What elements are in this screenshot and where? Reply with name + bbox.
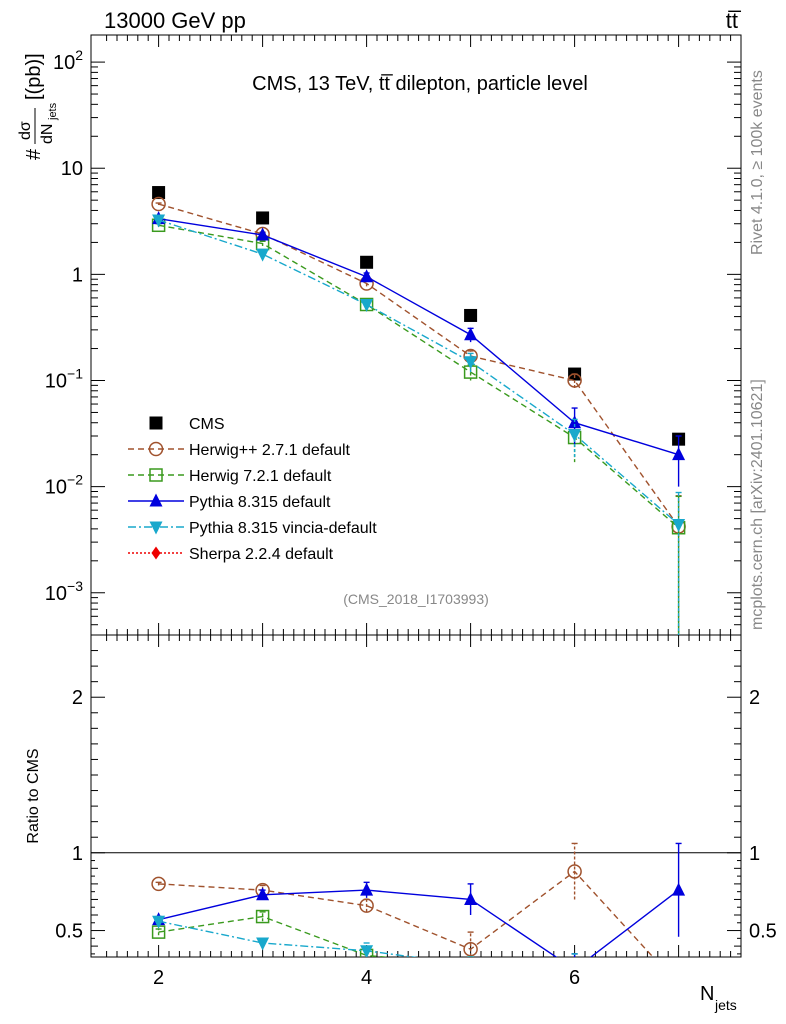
ratio-point-pythia-8-315-vincia-default (152, 915, 166, 929)
main-plot-title: CMS, 13 TeV, tt̅ dilepton, particle leve… (252, 73, 588, 95)
ratio-plot-frame (90, 634, 742, 958)
process-label: tt̅ (726, 8, 742, 33)
energy-label: 13000 GeV pp (104, 8, 246, 33)
legend-label: Pythia 8.315 vincia-default (189, 520, 377, 537)
ratio-point-pythia-8-315-default (360, 882, 374, 896)
ratio-point-herwig-7-2-1-default (673, 979, 685, 991)
main-point-pythia-8-315-default (464, 327, 478, 341)
legend-marker (151, 546, 161, 560)
main-line-pythia-8-315-default (158, 217, 679, 456)
main-point-cms (256, 211, 270, 225)
legend-label: Herwig++ 2.7.1 default (189, 442, 351, 459)
main-point-pythia-8-315-default (360, 269, 374, 283)
ratio-point-herwig-2-7-1-default (359, 898, 374, 913)
svg-text:dσ: dσ (17, 121, 34, 140)
legend-label: Pythia 8.315 default (189, 494, 331, 511)
legend-label: CMS (189, 416, 225, 433)
main-point-herwig-2-7-1-default (567, 373, 582, 388)
legend-marker (149, 493, 163, 507)
ratio-line-pythia-8-315-default (158, 889, 680, 957)
main-point-pythia-8-315-vincia-default (152, 214, 166, 228)
rivet-label: Rivet 4.1.0, ≥ 100k events (749, 70, 766, 255)
legend-item: Herwig++ 2.7.1 default (128, 441, 351, 459)
main-line-herwig-2-7-1-default (158, 203, 680, 528)
main-point-pythia-8-315-vincia-default (256, 248, 270, 262)
ratio-point-pythia-8-315-default (256, 887, 270, 901)
ratio-point-herwig-2-7-1-default (151, 876, 166, 892)
y-tick-label: 1 (72, 264, 83, 286)
legend: CMS Herwig++ 2.7.1 default Herwig 7.2.1 de… (128, 416, 377, 563)
ratio-point-pythia-8-315-default (464, 891, 478, 905)
legend-item: Herwig 7.2.1 default (128, 468, 332, 485)
ratio-y-tick-label: 1 (72, 843, 83, 865)
main-line-herwig-7-2-1-default (158, 224, 680, 529)
ratio-point-pythia-8-315-vincia-default (672, 980, 685, 993)
x-axis-label: N jets (700, 983, 737, 1013)
main-y-axis-label: # dσ dN jets [(pb)] (17, 53, 59, 160)
legend-marker (149, 416, 163, 430)
y-tick-label: 102 (53, 47, 83, 74)
legend-item: CMS (149, 416, 225, 433)
main-point-pythia-8-315-vincia-default (568, 428, 582, 442)
ratio-series-herwig-2-7-1-default (151, 842, 685, 992)
main-point-herwig-2-7-1-default (151, 196, 166, 212)
main-line-pythia-8-315-vincia-default (158, 219, 680, 526)
x-tick-label: 2 (153, 967, 164, 989)
ratio-point-pythia-8-315-vincia-default (360, 945, 374, 957)
ratio-point-herwig-2-7-1-default (463, 941, 478, 957)
ratio-y-tick-label: 1 (749, 843, 760, 865)
main-point-pythia-8-315-default (672, 447, 686, 461)
y-tick-label: 10−3 (45, 578, 83, 605)
main-series-herwig-7-2-1-default (151, 218, 686, 635)
legend-marker (149, 468, 163, 482)
ratio-y-tick-label: 2 (749, 687, 760, 709)
main-point-cms (152, 186, 166, 200)
ratio-line-herwig-2-7-1-default (158, 870, 654, 957)
legend-marker (148, 441, 164, 457)
main-series-cms (152, 186, 686, 446)
main-point-pythia-8-315-vincia-default (464, 356, 478, 370)
main-point-pythia-8-315-vincia-default (360, 299, 374, 313)
svg-text:jets: jets (47, 102, 59, 121)
legend-marker (149, 521, 163, 535)
ratio-point-herwig-7-2-1-default (465, 959, 477, 971)
legend-item: Pythia 8.315 default (128, 493, 331, 511)
ratio-series-pythia-8-315-default (152, 842, 686, 957)
y-tick-label: 10−1 (45, 365, 83, 392)
main-series-pythia-8-315-vincia-default (152, 214, 686, 635)
y-tick-label: 10 (61, 158, 83, 180)
ratio-point-pythia-8-315-vincia-default (464, 959, 477, 972)
ratio-point-pythia-8-315-vincia-default (256, 937, 270, 951)
svg-text:#: # (23, 148, 45, 160)
legend-label: Herwig 7.2.1 default (189, 468, 332, 485)
svg-text:N: N (700, 983, 714, 1005)
ratio-y-axis-label: Ratio to CMS (25, 748, 42, 843)
svg-text:jets: jets (714, 997, 737, 1013)
ratio-y-tick-label: 0.5 (55, 921, 83, 943)
legend-label: Sherpa 2.2.4 default (189, 546, 334, 563)
ratio-point-herwig-2-7-1-default (672, 979, 685, 992)
analysis-id: (CMS_2018_I1703993) (343, 591, 489, 607)
y-tick-label: 10−2 (45, 472, 83, 499)
main-point-pythia-8-315-default (256, 227, 270, 241)
legend-item: Pythia 8.315 vincia-default (128, 520, 377, 537)
ratio-y-tick-label: 0.5 (749, 921, 777, 943)
legend-item: Sherpa 2.2.4 default (128, 546, 334, 563)
main-point-pythia-8-315-vincia-default (672, 518, 686, 532)
main-point-cms (464, 308, 478, 322)
ratio-point-herwig-7-2-1-default (255, 909, 270, 924)
ratio-point-pythia-8-315-default (672, 882, 686, 896)
x-tick-label: 6 (569, 967, 580, 989)
ratio-point-herwig-2-7-1-default (567, 864, 582, 879)
x-tick-label: 4 (361, 967, 372, 989)
svg-text:dN: dN (39, 124, 56, 144)
ratio-y-tick-label: 2 (72, 687, 83, 709)
mcplots-label: mcplots.cern.ch [arXiv:2401.10621] (749, 379, 766, 630)
svg-text:[(pb)]: [(pb)] (23, 53, 45, 100)
main-point-cms (360, 255, 374, 269)
ratio-series-pythia-8-315-vincia-default (152, 915, 685, 993)
main-plot-frame (90, 34, 742, 636)
